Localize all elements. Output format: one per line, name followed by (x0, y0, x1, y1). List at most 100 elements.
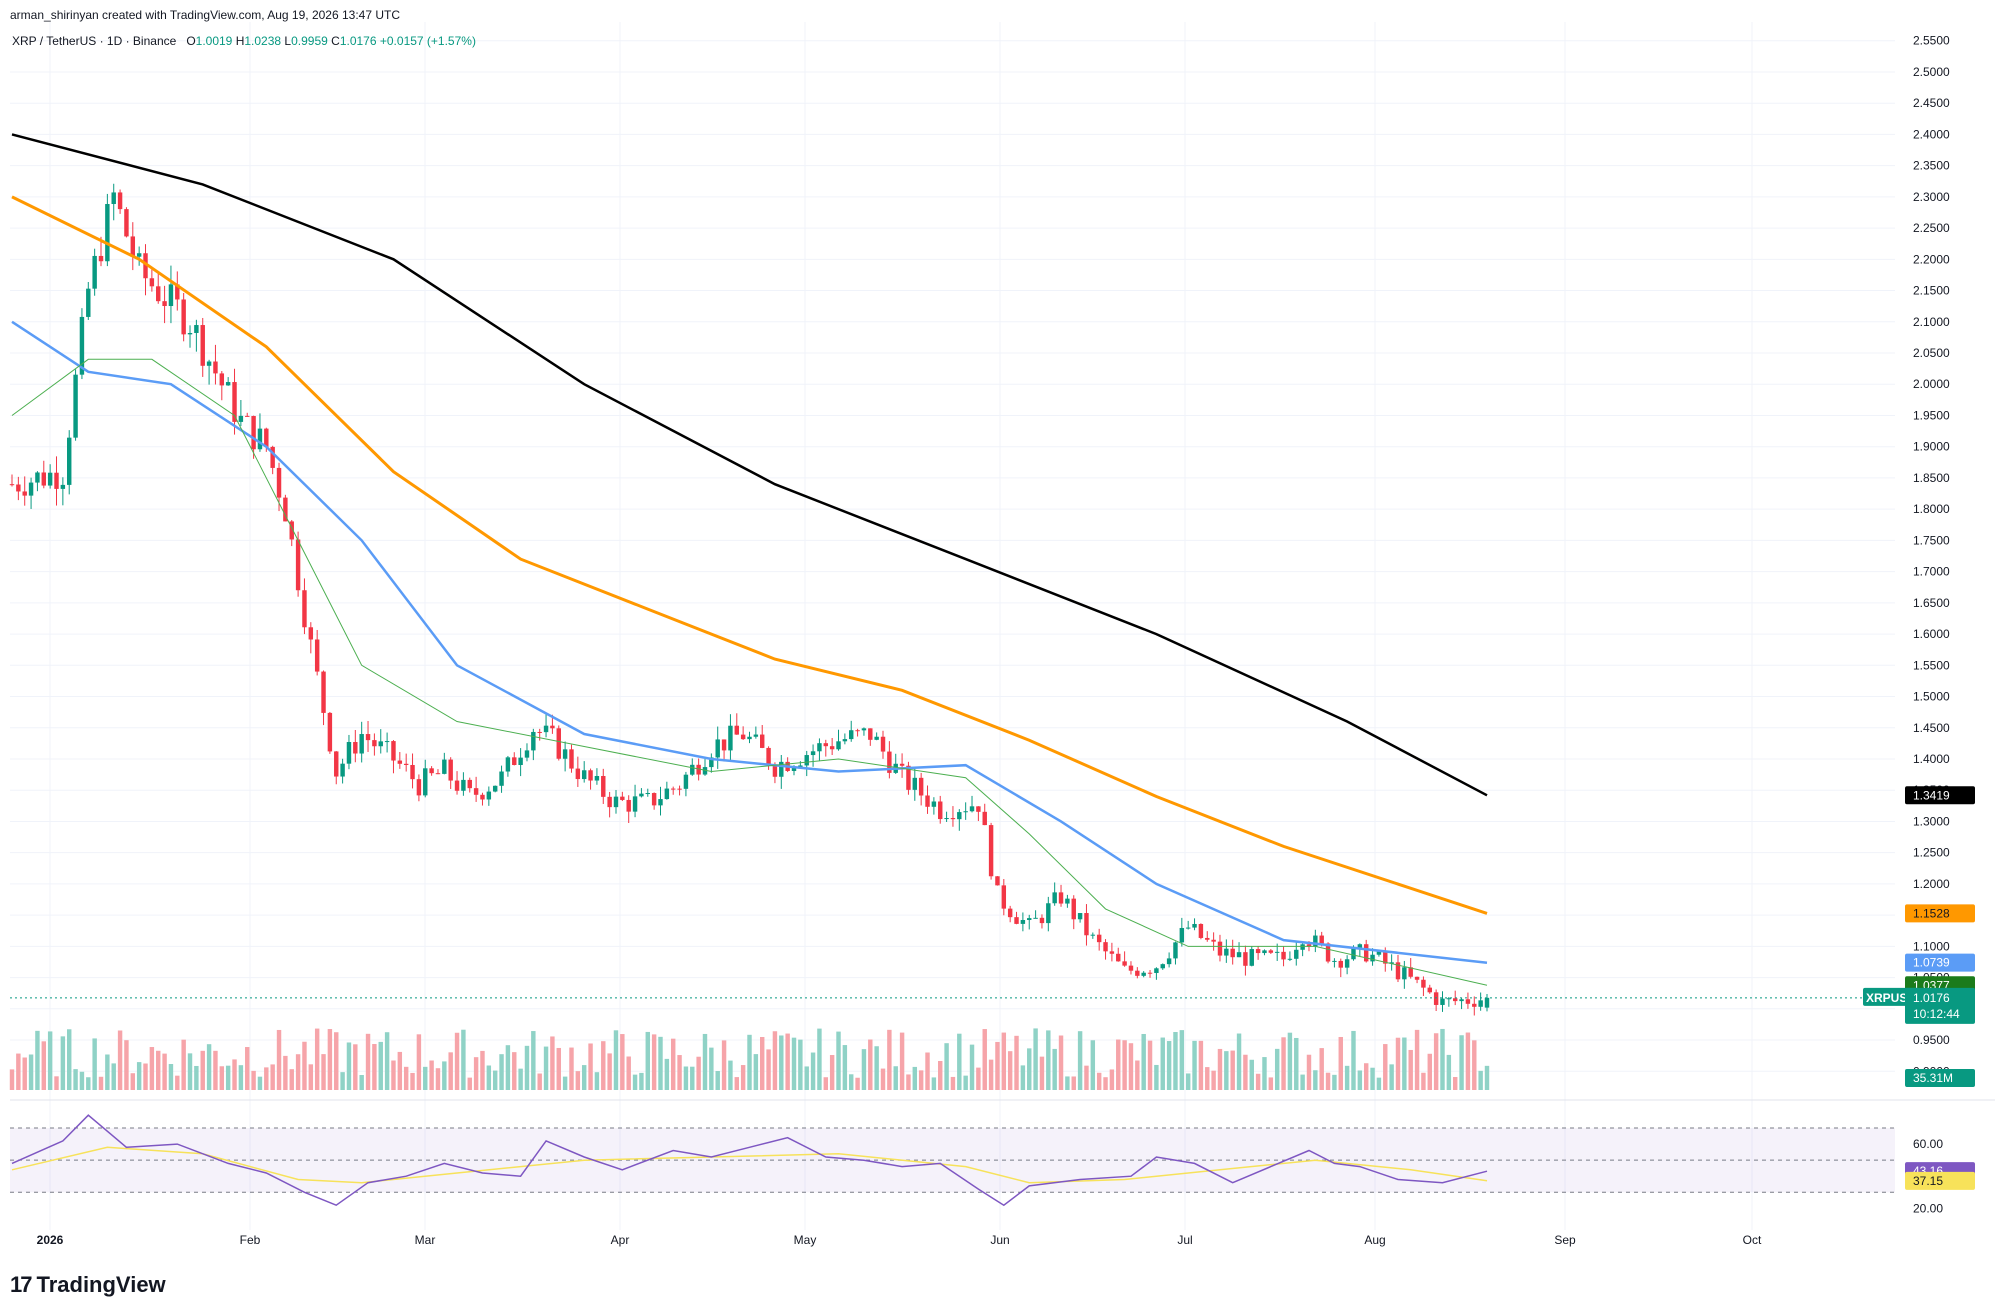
volume-bar (1332, 1074, 1337, 1090)
candle-body (1192, 923, 1197, 928)
candle-body (1046, 903, 1051, 924)
candle-body (213, 361, 218, 374)
time-tick-label: May (794, 1233, 817, 1247)
ma100-badge: 1.1528 (1913, 906, 1950, 920)
volume-bar (664, 1058, 670, 1090)
volume-bar (639, 1072, 644, 1090)
volume-bar (562, 1076, 568, 1090)
volume-bar (283, 1055, 288, 1090)
volume-bar (22, 1057, 27, 1090)
volume-bar (1363, 1063, 1369, 1090)
candle-body (594, 776, 600, 781)
volume-bar (715, 1071, 720, 1090)
volume-bar (1084, 1065, 1089, 1090)
candle-body (1446, 998, 1452, 1000)
symbol-title[interactable]: XRP / TetherUS · 1D · Binance (12, 34, 177, 48)
candle-body (728, 725, 733, 751)
candle-body (219, 373, 225, 386)
candle-body (473, 788, 479, 795)
volume-bar (1478, 1070, 1483, 1090)
candle-body (1090, 934, 1096, 936)
candle-body (1408, 967, 1413, 977)
volume-bar (944, 1043, 949, 1090)
volume-bar (1173, 1032, 1178, 1090)
volume-bar (874, 1046, 879, 1090)
change-value: +0.0157 (+1.57%) (379, 34, 476, 48)
candle-body (67, 437, 72, 485)
volume-bar (238, 1065, 244, 1090)
candle-body (365, 734, 371, 741)
candle-body (880, 736, 886, 752)
volume-badge-bg (1905, 1069, 1975, 1087)
candle-body (1465, 999, 1471, 1004)
volume-bars (9, 1028, 1490, 1090)
close-value: 1.0176 (339, 34, 377, 48)
candle-body (581, 770, 587, 780)
candle-body (658, 799, 663, 806)
volume-bar (54, 1076, 59, 1090)
candle-body (550, 725, 555, 729)
candle-body (1427, 987, 1432, 993)
volume-bar (200, 1050, 205, 1090)
candle-body (690, 764, 695, 775)
candles (9, 183, 1490, 1016)
volume-bar (1014, 1035, 1019, 1090)
volume-bar (435, 1068, 441, 1090)
price-tick-label: 1.4500 (1913, 721, 1950, 735)
tradingview-name: TradingView (36, 1272, 166, 1297)
candle-body (861, 728, 867, 731)
candle-body (264, 428, 269, 447)
volume-bar (1274, 1048, 1280, 1090)
volume-bar (1020, 1065, 1026, 1090)
volume-bar (1262, 1057, 1267, 1090)
volume-bar (543, 1046, 549, 1090)
tradingview-brand[interactable]: 17 TradingView (10, 1272, 166, 1298)
high-label: H (235, 34, 245, 48)
volume-bar (423, 1066, 428, 1090)
volume-bar (836, 1031, 841, 1090)
volume-bar (1046, 1030, 1051, 1090)
volume-bar (1427, 1053, 1432, 1090)
candle-body (957, 812, 962, 820)
volume-bar (1154, 1064, 1159, 1090)
time-tick-label: Mar (415, 1233, 436, 1247)
candle-body (543, 725, 549, 733)
volume-bar (461, 1029, 466, 1090)
volume-bar (1122, 1040, 1127, 1090)
candle-body (1383, 951, 1388, 964)
candle-body (950, 818, 956, 820)
volume-bar (1249, 1059, 1254, 1090)
volume-bar (829, 1055, 835, 1090)
candle-body (429, 768, 434, 774)
volume-bar (1452, 1077, 1458, 1090)
volume-bar (912, 1066, 918, 1090)
candle-body (1007, 908, 1013, 918)
rsi-ma-badge-bg (1905, 1171, 1975, 1190)
volume-bar (302, 1041, 307, 1090)
candle-body (1332, 960, 1337, 962)
volume-bar (378, 1041, 383, 1090)
candle-body (575, 768, 581, 780)
volume-bar (524, 1045, 530, 1090)
candle-body (1262, 950, 1267, 954)
volume-bar (473, 1057, 479, 1090)
rsi-tick-label: 20.00 (1913, 1201, 1943, 1215)
volume-bar (798, 1039, 803, 1090)
volume-bar (594, 1072, 600, 1090)
volume-bar (429, 1060, 434, 1090)
volume-bar (1077, 1031, 1083, 1090)
candle-body (721, 739, 727, 751)
candle-body (531, 731, 536, 751)
volume-bar (384, 1032, 390, 1090)
volume-bar (969, 1044, 975, 1090)
rsi-tick-label: 60.00 (1913, 1137, 1943, 1151)
volume-bar (779, 1035, 784, 1090)
volume-bar (1465, 1032, 1471, 1090)
candle-body (1198, 923, 1204, 938)
volume-bar (232, 1059, 237, 1090)
volume-bar (143, 1063, 148, 1090)
volume-bar (1395, 1037, 1401, 1090)
open-label: O (186, 34, 196, 48)
candle-body (467, 779, 472, 789)
